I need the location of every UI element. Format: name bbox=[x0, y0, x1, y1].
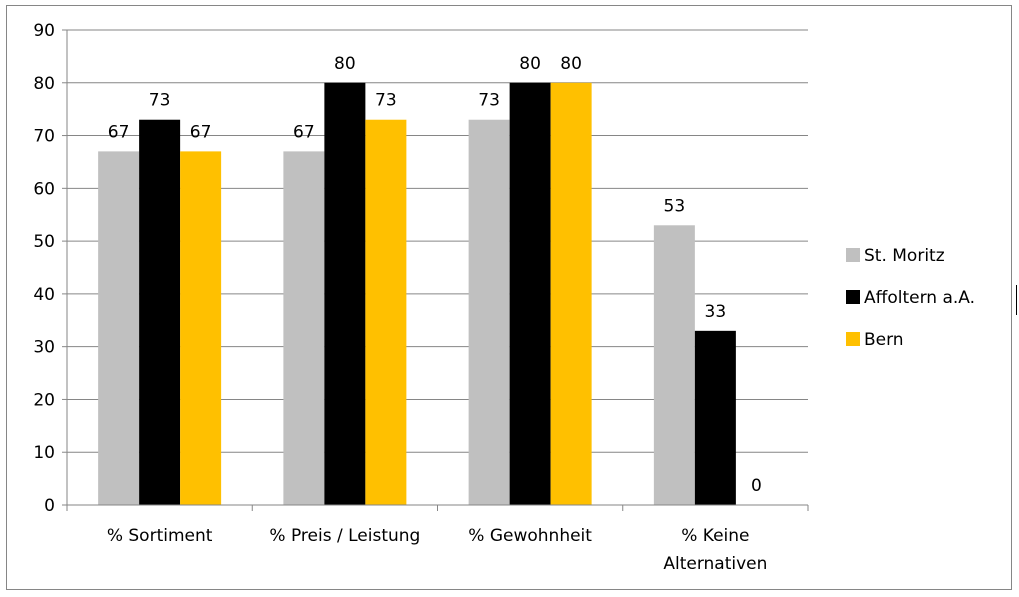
bar bbox=[365, 119, 407, 505]
y-tick-label: 30 bbox=[33, 338, 55, 358]
axes: 0 10 20 30 40 50 60 70 80 90 % Sortiment % Preis / … bbox=[33, 21, 809, 574]
legend-label: St. Moritz bbox=[864, 246, 945, 266]
legend-swatch bbox=[846, 248, 860, 262]
x-tick-label: % Preis / Leistung bbox=[269, 526, 420, 546]
bar bbox=[180, 151, 222, 505]
bar bbox=[509, 82, 551, 506]
y-tick-label: 0 bbox=[44, 496, 55, 516]
data-label: 73 bbox=[478, 91, 500, 111]
legend-label: Bern bbox=[864, 330, 904, 350]
legend: St. Moritz Affoltern a.A. Bern bbox=[846, 246, 975, 350]
data-label: 73 bbox=[375, 91, 397, 111]
y-tick-label: 80 bbox=[33, 74, 55, 94]
bar bbox=[653, 225, 695, 505]
bar bbox=[139, 119, 181, 505]
data-label: 80 bbox=[560, 54, 582, 74]
y-tick-label: 10 bbox=[33, 443, 55, 463]
y-tick-label: 70 bbox=[33, 127, 55, 147]
chart-frame bbox=[6, 5, 1012, 590]
x-tick-label: Alternativen bbox=[663, 554, 767, 574]
y-tick-label: 60 bbox=[33, 179, 55, 199]
data-label: 67 bbox=[108, 122, 130, 142]
data-label: 73 bbox=[149, 91, 171, 111]
x-tick-label: % Sortiment bbox=[107, 526, 213, 546]
y-tick-label: 20 bbox=[33, 390, 55, 410]
data-label: 0 bbox=[751, 476, 762, 496]
y-tick-label: 50 bbox=[33, 232, 55, 252]
legend-swatch bbox=[846, 332, 860, 346]
x-tick-label: % Gewohnheit bbox=[468, 526, 592, 546]
bar bbox=[283, 151, 325, 505]
text-cursor bbox=[1016, 285, 1017, 315]
data-label: 80 bbox=[519, 54, 541, 74]
data-label: 53 bbox=[664, 196, 686, 216]
data-label: 67 bbox=[293, 122, 315, 142]
y-tick-label: 90 bbox=[33, 21, 55, 41]
x-tick-label: % Keine bbox=[681, 526, 749, 546]
bar bbox=[324, 82, 366, 506]
data-label: 80 bbox=[334, 54, 356, 74]
bar bbox=[98, 151, 140, 505]
data-label: 33 bbox=[705, 302, 727, 322]
legend-label: Affoltern a.A. bbox=[864, 288, 975, 308]
legend-swatch bbox=[846, 290, 860, 304]
bar bbox=[468, 119, 510, 505]
bar bbox=[550, 82, 592, 506]
bars bbox=[98, 82, 736, 506]
y-tick-label: 40 bbox=[33, 285, 55, 305]
bar bbox=[694, 330, 736, 505]
data-label: 67 bbox=[190, 122, 212, 142]
data-labels: 67 73 67 67 80 73 73 80 80 53 33 0 bbox=[108, 54, 762, 496]
